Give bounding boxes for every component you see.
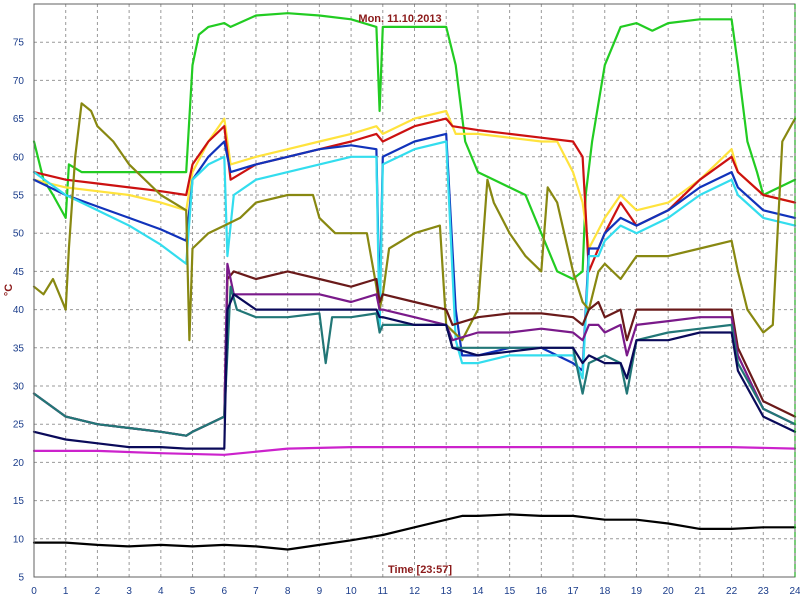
x-tick-label: 22	[726, 586, 738, 597]
plot-frame	[33, 3, 796, 578]
x-tick-label: 12	[409, 586, 421, 597]
x-tick-label: 15	[504, 586, 516, 597]
x-tick-label: 24	[789, 586, 800, 597]
y-tick-label: 20	[13, 458, 25, 469]
series-line-11	[32, 446, 797, 456]
y-tick-label: 45	[13, 267, 25, 278]
x-tick-label: 21	[694, 586, 706, 597]
series-line-8	[32, 262, 797, 437]
x-tick-label: 14	[472, 586, 484, 597]
series-lines	[32, 12, 797, 551]
x-tick-label: 4	[158, 586, 164, 597]
x-tick-label: 5	[190, 586, 196, 597]
y-tick-label: 40	[13, 305, 25, 316]
x-tick-label: 11	[378, 586, 389, 597]
x-axis-label: Time [23:57]	[388, 564, 452, 576]
y-tick-label: 30	[13, 382, 25, 393]
x-tick-label: 18	[599, 586, 611, 597]
y-tick-label: 35	[13, 343, 25, 354]
x-tick-label: 23	[758, 586, 770, 597]
series-line-12	[32, 513, 797, 551]
y-axis-label: °C	[3, 284, 15, 296]
y-tick-label: 60	[13, 152, 25, 163]
x-tick-label: 7	[253, 586, 259, 597]
x-tick-label: 0	[31, 586, 37, 597]
x-tick-label: 9	[317, 586, 323, 597]
y-tick-label: 75	[13, 38, 25, 49]
series-line-5	[32, 140, 797, 380]
series-line-2	[32, 109, 797, 250]
x-tick-label: 2	[95, 586, 101, 597]
y-tick-label: 25	[13, 420, 25, 431]
x-tick-label: 1	[63, 586, 69, 597]
y-tick-label: 50	[13, 229, 25, 240]
grid	[34, 4, 795, 578]
series-line-9	[32, 285, 797, 437]
y-tick-label: 55	[13, 191, 25, 202]
x-tick-label: 13	[441, 586, 453, 597]
x-tick-label: 19	[631, 586, 643, 597]
y-tick-label: 5	[18, 573, 24, 584]
y-tick-label: 65	[13, 114, 25, 125]
x-tick-label: 16	[536, 586, 548, 597]
y-tick-label: 70	[13, 76, 25, 87]
x-tick-label: 8	[285, 586, 291, 597]
y-tick-label: 10	[13, 534, 25, 545]
series-line-10	[32, 293, 797, 450]
y-tick-label: 15	[13, 496, 25, 507]
series-line-6	[32, 102, 797, 342]
x-tick-label: 20	[663, 586, 675, 597]
tick-labels: 0 1 2 3 4 5 6 7 8 9 10 11 12 13 14 15 16 17 18 19 20 21 22 23 24…	[13, 38, 800, 597]
x-tick-label: 6	[221, 586, 227, 597]
x-tick-label: 17	[567, 586, 579, 597]
series-line-1	[32, 12, 797, 281]
x-tick-label: 3	[126, 586, 132, 597]
x-tick-label: 10	[346, 586, 358, 597]
chart-title: Mon. 11.10.2013	[358, 13, 441, 25]
